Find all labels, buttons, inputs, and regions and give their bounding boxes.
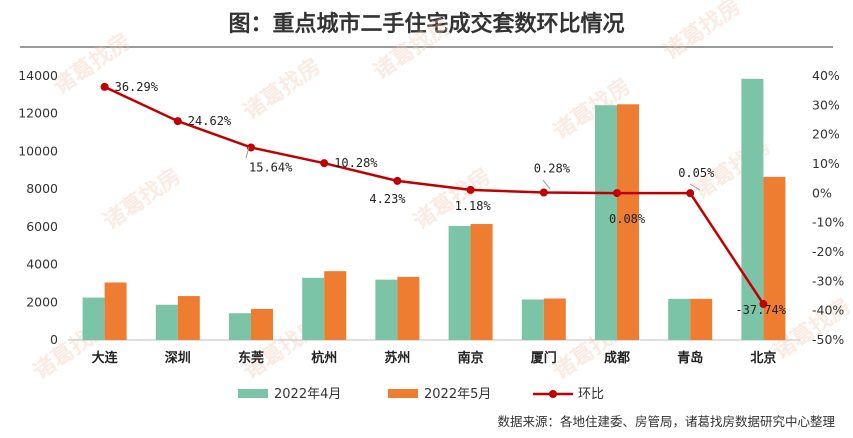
legend-label-apr: 2022年4月 [274,387,341,402]
mom-data-label: 0.08% [609,212,646,226]
y-left-tick-label: 8000 [26,181,58,196]
bar-apr [521,299,544,340]
y-right-tick-label: -50% [812,332,844,347]
y-right-tick-label: 20% [812,127,840,142]
watermark-text: 诸葛找房 [99,163,186,235]
x-category-label: 成都 [604,350,630,366]
watermark-text: 诸葛找房 [659,0,746,65]
x-category-label: 厦门 [531,350,557,366]
y-left-tick-label: 6000 [26,219,58,234]
y-right-tick-label: -30% [812,273,844,288]
x-category-label: 大连 [92,350,119,366]
bar-may [324,271,347,340]
bar-may [763,176,786,340]
y-right-tick-label: 0% [812,185,832,200]
bar-may [104,282,127,340]
x-category-label: 深圳 [165,350,191,366]
bar-may [543,298,566,340]
bar-apr [375,279,398,340]
data-source-note: 数据来源：各地住建委、房管局，诸葛找房数据研究中心整理 [497,414,835,429]
y-left-tick-label: 12000 [18,106,58,121]
mom-data-label: 36.29% [115,80,159,94]
y-right-tick-label: -10% [812,215,844,230]
x-category-label: 青岛 [677,350,703,366]
mom-point [320,159,329,168]
bar-apr [82,297,105,340]
data-label-leader [689,183,701,191]
y-left-tick-label: 14000 [18,68,58,83]
bar-may [690,298,713,340]
mom-data-label: 15.64% [249,160,293,174]
legend-swatch-may [388,389,418,398]
x-category-label: 南京 [458,350,484,366]
mom-point [466,185,475,194]
y-left-tick-label: 4000 [26,257,58,272]
mom-point [759,300,768,309]
chart-title: 图：重点城市二手住宅成交套数环比情况 [228,11,625,37]
bar-apr [448,225,471,340]
x-category-label: 杭州 [311,350,337,366]
legend: 2022年4月 2022年5月 环比 [238,387,604,402]
bar-apr [302,277,325,340]
bar-may [617,104,639,341]
bar-apr [741,78,764,340]
x-category-label: 苏州 [384,350,410,366]
bar-apr [229,313,251,340]
legend-label-may: 2022年5月 [424,387,491,402]
mom-point [539,188,548,197]
y-left-tick-label: 0 [50,332,58,347]
axes-layer: 0 2000 4000 6000 8000 10000 12000 14000 -50% -40%… [18,68,844,366]
y-right-tick-label: -40% [812,303,844,318]
y-left-tick-label: 2000 [26,294,58,309]
x-category-label: 东莞 [238,350,264,366]
watermark-text: 诸葛找房 [239,53,326,125]
mom-data-label: 4.23% [369,192,406,206]
data-label-leader [245,146,250,159]
legend-swatch-apr [238,389,268,398]
y-right-tick-label: 10% [812,156,840,171]
mom-data-label: 0.05% [678,166,715,180]
mom-data-label: 0.28% [534,162,571,176]
mom-point [393,176,402,185]
bar-may [177,296,200,340]
legend-label-mom: 环比 [578,387,604,402]
title-divider [20,46,833,48]
mom-point [247,143,255,152]
bars-layer [82,78,786,341]
mom-data-label: 24.62% [188,114,232,128]
bar-may [251,308,273,340]
mom-data-label: 10.28% [334,156,378,170]
data-label-leader [542,179,551,190]
bar-may [470,224,493,340]
mom-point [100,82,109,91]
mom-point [613,189,621,198]
mom-point [173,117,182,126]
y-right-tick-label: 40% [812,68,840,83]
x-category-label: 北京 [750,350,776,366]
bar-apr [668,298,691,340]
y-right-tick-label: 30% [812,97,840,112]
mom-point [686,189,695,198]
watermark-text: 诸葛找房 [369,13,456,85]
bar-apr [595,105,617,340]
bar-apr [155,304,178,340]
mom-data-label: 1.18% [455,199,492,213]
mom-data-label: -37.74% [735,303,786,317]
mom-line [104,85,765,305]
bar-may [397,276,420,340]
y-right-tick-label: -20% [812,244,844,259]
legend-marker-mom [549,390,557,398]
line-layer: 36.29% 24.62% 15.64% 10.28% 4.23% 1.18% 0.28% 0… [100,80,787,317]
y-left-tick-label: 10000 [18,143,58,158]
